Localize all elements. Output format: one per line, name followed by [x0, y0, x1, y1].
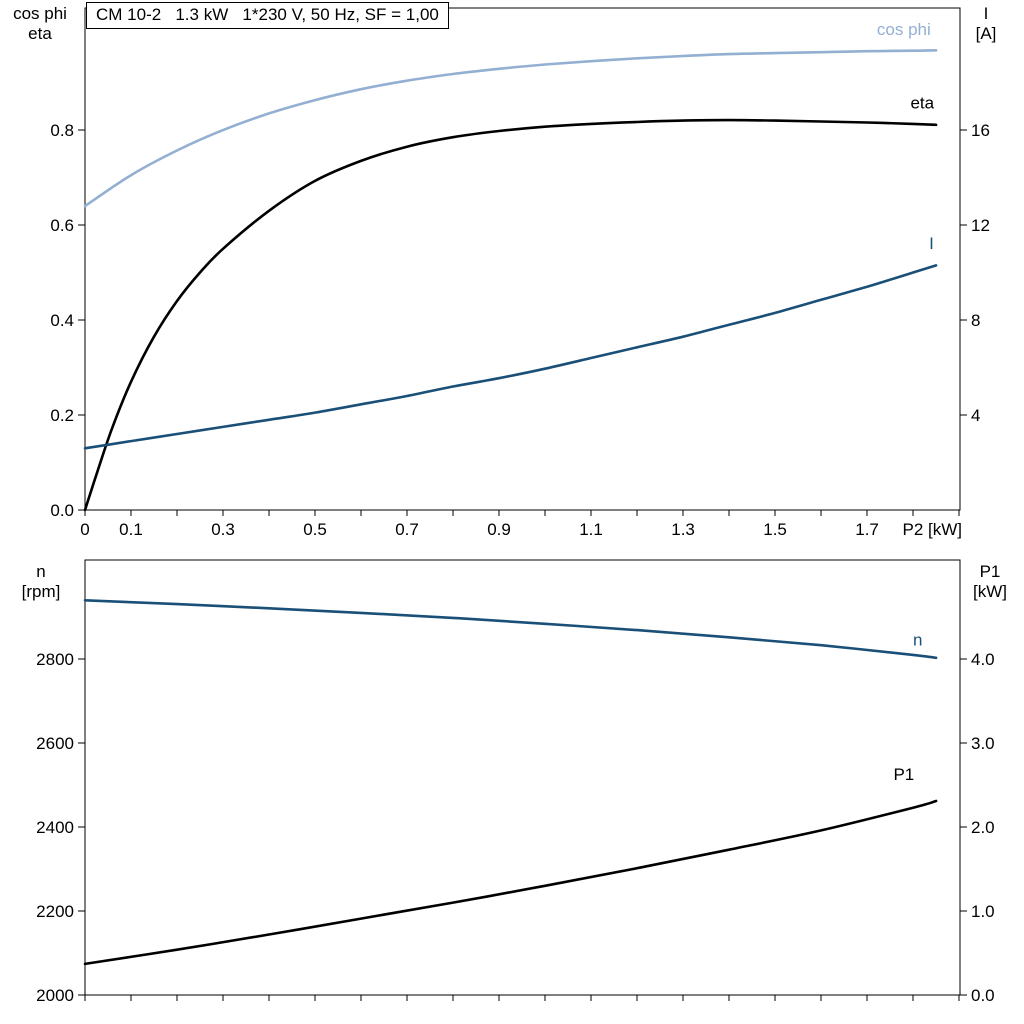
x-tick-label: 0.7 — [395, 520, 419, 539]
left-tick-label: 0.0 — [50, 501, 74, 520]
current-curve — [83, 264, 938, 450]
left-tick-label: 2400 — [36, 818, 74, 837]
right-tick-label: 16 — [971, 121, 990, 140]
left-tick-label: 0.4 — [50, 311, 74, 330]
bottom-right-axis-title: P1 [kW] — [962, 562, 1018, 602]
x-tick-label: 0.9 — [487, 520, 511, 539]
eta-curve-label: eta — [910, 94, 934, 113]
right-tick-label: 12 — [971, 216, 990, 235]
input-power-curve-label: P1 — [893, 765, 914, 784]
axis-title-current-unit: [A] — [975, 24, 997, 43]
axis-title-current: I — [983, 4, 989, 23]
left-tick-label: 2200 — [36, 902, 74, 921]
x-tick-label: 0 — [80, 520, 89, 539]
speed-power-chart: 2000 2200 2400 2600 2800 0.0 1.0 2.0 3.0 4.0 n P1 — [36, 559, 995, 1005]
top-left-axis-title: cos phi eta — [2, 4, 78, 44]
current-curve-label: I — [929, 234, 934, 253]
left-tick-label: 2600 — [36, 734, 74, 753]
left-tick-label: 0.6 — [50, 216, 74, 235]
x-tick-label: 1.1 — [579, 520, 603, 539]
x-tick-label: 0.5 — [303, 520, 327, 539]
left-tick-label: 0.2 — [50, 406, 74, 425]
top-right-axis-title: I [A] — [962, 4, 1010, 44]
right-tick-label: 3.0 — [971, 734, 995, 753]
x-tick-label: 0.1 — [119, 520, 143, 539]
left-tick-label: 2000 — [36, 986, 74, 1005]
plot-border — [84, 7, 961, 511]
right-tick-label: 1.0 — [971, 902, 995, 921]
axis-title-speed: n — [36, 562, 46, 581]
right-tick-label: 2.0 — [971, 818, 995, 837]
axis-title-p1: P1 — [979, 562, 1001, 581]
axis-title-p1-unit: [kW] — [973, 582, 1007, 601]
speed-curve-label: n — [913, 631, 922, 650]
bottom-left-axis-title: n [rpm] — [4, 562, 78, 602]
electrical-chart: 0 0.1 0.3 0.5 0.7 0.9 1.1 1.3 1.5 1.7 P2 [kW] 0.0 0.… — [50, 7, 990, 539]
right-tick-label: 4.0 — [971, 650, 995, 669]
x-axis-label: P2 [kW] — [902, 520, 962, 539]
x-tick-label: 1.3 — [671, 520, 695, 539]
plot-border — [84, 559, 961, 996]
x-tick-label: 1.7 — [855, 520, 879, 539]
eta-curve — [83, 118, 938, 512]
x-tick-label: 0.3 — [211, 520, 235, 539]
right-tick-label: 0.0 — [971, 986, 995, 1005]
chart-title-box: CM 10-2 1.3 kW 1*230 V, 50 Hz, SF = 1,00 — [86, 2, 449, 29]
left-tick-label: 2800 — [36, 650, 74, 669]
speed-curve — [83, 599, 938, 660]
right-tick-label: 4 — [971, 406, 980, 425]
axis-title-speed-unit: [rpm] — [21, 582, 61, 601]
axis-title-cos-phi: cos phi — [13, 4, 67, 23]
left-tick-label: 0.8 — [50, 121, 74, 140]
cos-phi-curve-label: cos phi — [877, 20, 931, 39]
cos-phi-curve — [83, 49, 938, 208]
input-power-curve — [83, 799, 938, 966]
axis-title-eta: eta — [28, 24, 52, 43]
x-tick-label: 1.5 — [763, 520, 787, 539]
right-tick-label: 8 — [971, 311, 980, 330]
